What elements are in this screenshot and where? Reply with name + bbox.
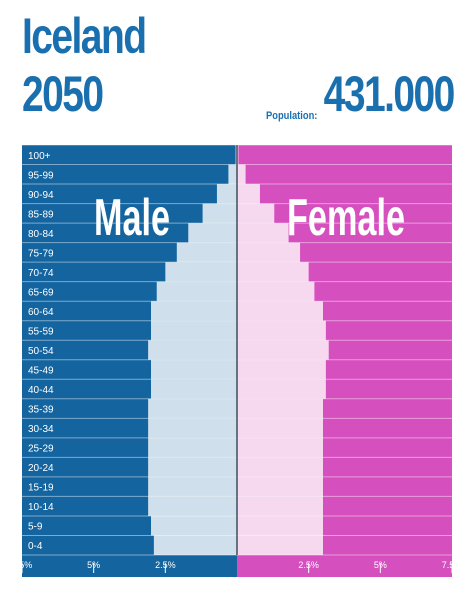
age-label: 45-49 [28,366,54,377]
age-label: 55-59 [28,326,54,337]
male-bar-20-24 [148,457,237,477]
female-bar-25-29 [237,437,323,458]
male-bar-100+ [235,145,237,165]
female-bar-45-49 [237,359,326,380]
age-label: 25-29 [28,444,54,455]
male-bar-50-54 [148,340,237,360]
male-bar-45-49 [151,359,237,380]
age-label: 15-19 [28,483,54,494]
age-label: 90-94 [28,190,54,201]
age-label: 5-9 [28,522,43,533]
age-label: 35-39 [28,405,54,416]
female-bar-40-44 [237,379,326,399]
male-bar-55-59 [151,320,237,341]
age-label: 80-84 [28,229,54,240]
population-value: 431.000 [323,66,456,122]
age-label: 75-79 [28,248,54,259]
male-bar-10-14 [148,496,237,516]
female-bar-65-69 [237,281,315,302]
female-bar-85-89 [237,203,275,224]
age-label: 20-24 [28,463,54,474]
male-bar-65-69 [156,281,237,302]
female-side-label: Female [287,189,405,247]
male-bar-60-64 [151,301,237,321]
population-pyramid-chart: 0-4 5-9 10-14 15-19 20-24 25-29 30-34 35-39 40-4… [22,145,452,577]
age-label: 85-89 [28,209,54,220]
x-tick-label: 2.5% [155,560,176,570]
female-bar-15-19 [237,476,323,497]
year-title: 2050 [22,66,104,122]
x-tick-label: 5% [374,560,387,570]
x-tick-label: 2.5% [298,560,319,570]
age-label: 30-34 [28,424,54,435]
female-bar-100+ [237,145,239,165]
country-title: Iceland [22,8,147,64]
male-bar-30-34 [148,418,237,438]
female-bar-0-4 [237,535,323,555]
age-label: 40-44 [28,385,54,396]
female-bar-20-24 [237,457,323,477]
x-tick-label: 7.5% [22,560,32,570]
male-side-label: Male [94,189,170,247]
female-bar-30-34 [237,418,323,438]
female-bar-55-59 [237,320,326,341]
male-bar-85-89 [202,203,237,224]
male-bar-0-4 [153,535,237,555]
male-bar-70-74 [165,262,237,282]
male-bar-5-9 [151,515,237,536]
age-label: 95-99 [28,170,54,181]
age-label: 70-74 [28,268,54,279]
age-label: 50-54 [28,346,54,357]
male-bar-90-94 [216,184,237,204]
age-label: 0-4 [28,541,43,552]
female-bar-70-74 [237,262,309,282]
female-bar-90-94 [237,184,260,204]
male-bar-15-19 [148,476,237,497]
x-tick-label: 7.5% [442,560,452,570]
age-label: 60-64 [28,307,54,318]
age-label: 65-69 [28,287,54,298]
male-bar-80-84 [188,223,237,243]
male-bar-95-99 [228,164,237,185]
female-bar-50-54 [237,340,329,360]
female-bar-80-84 [237,223,289,243]
female-bar-75-79 [237,242,301,263]
female-bar-95-99 [237,164,246,185]
population-label: Population: [266,110,318,122]
female-bar-60-64 [237,301,323,321]
age-label: 10-14 [28,502,54,513]
female-bar-10-14 [237,496,323,516]
x-tick-label: 5% [87,560,100,570]
male-bar-75-79 [176,242,237,263]
male-bar-40-44 [151,379,237,399]
male-bar-35-39 [148,398,237,419]
male-bar-25-29 [148,437,237,458]
age-label: 100+ [28,151,51,162]
female-bar-35-39 [237,398,323,419]
female-bar-5-9 [237,515,323,536]
